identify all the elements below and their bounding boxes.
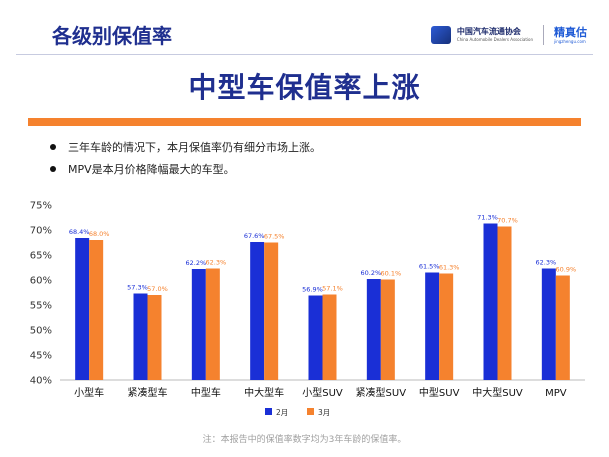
footnote: 注：本报告中的保值率数字均为3年车龄的保值率。 — [202, 435, 407, 445]
bar-mar — [322, 294, 337, 380]
header-divider — [16, 54, 593, 55]
legend-swatch — [265, 408, 272, 415]
x-tick-label: MPV — [545, 388, 567, 399]
bullet-text: MPV是本月价格降幅最大的车型。 — [68, 163, 235, 176]
y-tick-label: 45% — [30, 351, 52, 362]
logo-divider — [543, 25, 544, 45]
page-title: 中型车保值率上涨 — [188, 71, 421, 104]
data-label: 68.4% — [69, 228, 90, 236]
bar-feb — [75, 238, 90, 380]
bar-feb — [425, 272, 440, 380]
data-label: 71.3% — [477, 214, 498, 222]
bar-feb — [541, 268, 556, 380]
x-tick-label: 中型车 — [191, 386, 221, 399]
bar-mar — [205, 268, 220, 380]
data-label: 60.2% — [361, 269, 382, 277]
bullet-list: 三年车龄的情况下，本月保值率仍有细分市场上涨。 MPV是本月价格降幅最大的车型。 — [50, 136, 321, 180]
x-tick-label: 小型车 — [74, 386, 104, 399]
section-title: 各级别保值率 — [52, 24, 172, 48]
data-label: 60.1% — [381, 270, 402, 278]
data-label: 57.3% — [127, 284, 148, 292]
data-label: 56.9% — [302, 286, 323, 294]
brand-url: jingzhengu.com — [554, 38, 586, 44]
brand-name: 精真估 — [554, 25, 587, 39]
bar-mar — [497, 226, 512, 380]
data-label: 61.3% — [439, 264, 460, 272]
bar-mar — [555, 275, 570, 380]
data-label: 68.0% — [89, 230, 110, 238]
x-tick-label: 小型SUV — [302, 386, 343, 399]
bar-chart: 40% 45% 50% 55% 60% 65% 70% 75% 68.4% 68.0% 小型车 57.… — [30, 201, 585, 417]
bar-feb — [308, 295, 323, 380]
bar-mar — [89, 240, 104, 380]
bar-feb — [483, 223, 498, 380]
bar-mar — [439, 273, 454, 380]
bullet-dot — [50, 144, 56, 150]
y-tick-label: 50% — [30, 326, 52, 337]
data-label: 70.7% — [497, 217, 518, 225]
x-tick-label: 中型SUV — [419, 386, 460, 399]
data-label: 67.5% — [264, 233, 285, 241]
bar-mar — [264, 242, 279, 380]
y-tick-label: 40% — [30, 376, 52, 387]
bar-feb — [133, 293, 148, 380]
bar-feb — [366, 279, 381, 380]
bullet-item: 三年车龄的情况下，本月保值率仍有细分市场上涨。 — [50, 136, 321, 158]
x-tick-label: 紧凑型车 — [128, 386, 168, 399]
data-label: 60.9% — [556, 266, 577, 274]
legend-label: 3月 — [318, 408, 330, 417]
bar-mar — [380, 279, 395, 380]
data-label: 62.2% — [186, 259, 207, 267]
association-name-en: China Automobile Dealers Association — [456, 37, 533, 42]
y-tick-label: 55% — [30, 301, 52, 312]
bullet-dot — [50, 166, 56, 172]
y-tick-label: 70% — [30, 226, 52, 237]
y-tick-label: 60% — [30, 276, 52, 287]
association-logo-icon — [430, 26, 451, 44]
y-tick-label: 65% — [30, 251, 52, 262]
bullet-item: MPV是本月价格降幅最大的车型。 — [50, 158, 321, 180]
x-tick-label: 中大型车 — [244, 386, 284, 399]
legend-label: 2月 — [276, 408, 288, 417]
legend-swatch — [307, 408, 314, 415]
logo-block: 中国汽车流通协会 China Automobile Dealers Associ… — [430, 22, 587, 48]
data-label: 62.3% — [536, 259, 557, 267]
x-tick-label: 紧凑型SUV — [356, 386, 407, 399]
bar-mar — [147, 295, 162, 380]
data-label: 57.1% — [322, 285, 343, 293]
accent-bar — [28, 118, 581, 126]
bar-feb — [191, 269, 206, 380]
data-label: 62.3% — [206, 259, 227, 267]
data-label: 67.6% — [244, 232, 265, 240]
x-tick-label: 中大型SUV — [472, 386, 523, 399]
association-name: 中国汽车流通协会 — [456, 27, 521, 36]
data-label: 61.5% — [419, 263, 440, 271]
y-tick-label: 75% — [30, 201, 52, 212]
data-label: 57.0% — [147, 285, 168, 293]
bullet-text: 三年车龄的情况下，本月保值率仍有细分市场上涨。 — [68, 141, 321, 154]
bar-feb — [250, 242, 265, 380]
